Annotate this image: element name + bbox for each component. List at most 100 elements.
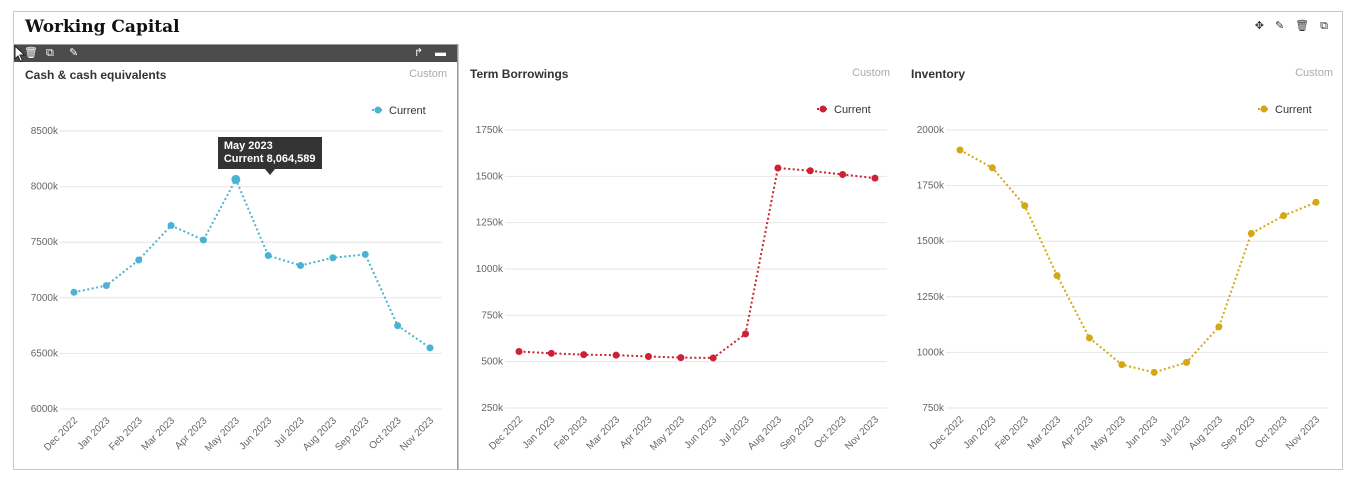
data-point[interactable]: [956, 146, 964, 154]
custom-badge[interactable]: Custom: [852, 67, 890, 79]
copy-icon[interactable]: ⧉: [46, 47, 54, 59]
legend-label: Current: [1275, 104, 1312, 116]
data-point[interactable]: [612, 351, 620, 359]
data-point[interactable]: [167, 222, 175, 230]
y-tick-label: 750k: [481, 310, 504, 321]
x-tick-label: Mar 2023: [1026, 414, 1064, 452]
y-tick-label: 1000k: [917, 347, 945, 358]
edit-icon[interactable]: ✎: [1274, 20, 1285, 32]
panel-toolbar: 🗑 ⧉ ✎ ↱ ▬: [14, 45, 457, 62]
chart-panel-inventory: Inventory Custom 750k 1000k 1250k 1500k 1750…: [900, 44, 1343, 470]
series-line: [518, 166, 876, 359]
data-point[interactable]: [264, 252, 272, 260]
data-point[interactable]: [1085, 334, 1093, 342]
x-tick-label: Feb 2023: [107, 415, 145, 453]
data-point[interactable]: [1021, 202, 1029, 210]
x-tick-label: Nov 2023: [398, 415, 436, 453]
copy-icon[interactable]: ⧉: [1320, 20, 1328, 32]
legend[interactable]: Current: [1258, 104, 1312, 116]
x-tick-label: Mar 2023: [585, 414, 623, 452]
panel-title: Cash & cash equivalents: [25, 68, 167, 82]
x-tick-label: Feb 2023: [552, 414, 590, 452]
y-tick-label: 1000k: [476, 264, 504, 275]
data-point[interactable]: [102, 282, 110, 290]
y-tick-label: 7000k: [31, 293, 59, 304]
y-tick-label: 1250k: [917, 292, 945, 303]
data-point[interactable]: [297, 262, 305, 270]
data-point[interactable]: [709, 354, 717, 362]
data-point[interactable]: [1280, 212, 1288, 220]
move-icon[interactable]: ✥: [1254, 20, 1264, 32]
chart-tooltip: May 2023 Current 8,064,589: [217, 137, 322, 176]
custom-badge[interactable]: Custom: [409, 68, 447, 80]
data-point[interactable]: [199, 236, 207, 244]
x-tick-label: Dec 2022: [42, 415, 80, 453]
data-point[interactable]: [644, 352, 652, 360]
data-point[interactable]: [871, 174, 879, 182]
share-icon[interactable]: ↱: [414, 47, 424, 59]
data-point[interactable]: [515, 347, 523, 355]
data-point[interactable]: [1247, 229, 1255, 237]
custom-badge[interactable]: Custom: [1295, 67, 1333, 79]
x-tick-label: Feb 2023: [993, 414, 1031, 452]
mouse-cursor-icon: [14, 45, 26, 63]
data-point[interactable]: [742, 330, 750, 338]
data-point[interactable]: [839, 170, 847, 178]
data-point[interactable]: [1053, 272, 1061, 280]
x-tick-label: Mar 2023: [140, 415, 178, 453]
legend[interactable]: Current: [372, 105, 426, 117]
data-point[interactable]: [580, 351, 588, 359]
data-point[interactable]: [1312, 198, 1320, 206]
x-tick-label: May 2023: [1089, 414, 1128, 453]
edit-icon[interactable]: ✎: [69, 47, 79, 59]
data-point[interactable]: [806, 167, 814, 175]
y-tick-label: 8000k: [31, 182, 59, 193]
working-capital-dashboard: Working Capital ✥ ✎ 🗑 ⧉ 🗑 ⧉ ✎ ↱ ▬ Cash &…: [13, 11, 1343, 470]
y-tick-label: 1500k: [917, 236, 945, 247]
y-tick-label: 250k: [481, 403, 504, 414]
x-tick-label: Jun 2023: [682, 414, 719, 451]
trash-icon[interactable]: 🗑: [24, 47, 38, 59]
data-point[interactable]: [135, 256, 143, 264]
data-point[interactable]: [70, 288, 78, 296]
x-tick-label: Aug 2023: [301, 415, 339, 453]
legend-marker: [819, 105, 827, 113]
term-borrowings-line-chart: 250k 500k 750k 1000k 1250k 1500k 1750k Dec 2022…: [476, 104, 887, 453]
data-point[interactable]: [1150, 368, 1158, 376]
data-point[interactable]: [394, 322, 402, 330]
minimize-icon[interactable]: ▬: [435, 47, 446, 59]
trash-icon[interactable]: 🗑: [1295, 20, 1310, 32]
data-point[interactable]: [1183, 358, 1191, 366]
data-point[interactable]: [1118, 361, 1126, 369]
data-point[interactable]: [329, 254, 337, 262]
y-tick-label: 1750k: [476, 125, 504, 136]
x-tick-label: Nov 2023: [843, 414, 881, 452]
legend-marker: [374, 106, 382, 114]
data-point[interactable]: [231, 174, 241, 184]
data-point[interactable]: [988, 164, 996, 172]
data-point[interactable]: [774, 164, 782, 172]
chart-panel-cash: 🗑 ⧉ ✎ ↱ ▬ Cash & cash equivalents Custom…: [14, 44, 458, 470]
x-tick-label: Sep 2023: [778, 414, 816, 452]
y-tick-label: 6500k: [31, 348, 59, 359]
tooltip-value: Current 8,064,589: [223, 153, 316, 166]
data-point[interactable]: [1215, 323, 1223, 331]
data-point[interactable]: [547, 349, 555, 357]
x-tick-label: Nov 2023: [1284, 414, 1322, 452]
x-tick-label: Dec 2022: [487, 414, 525, 452]
y-tick-label: 1500k: [476, 171, 504, 182]
x-tick-label: Jun 2023: [1123, 414, 1160, 451]
series-line: [73, 177, 431, 349]
legend[interactable]: Current: [817, 104, 871, 116]
x-tick-label: Aug 2023: [1187, 414, 1225, 452]
data-point[interactable]: [361, 250, 369, 258]
x-tick-label: Sep 2023: [1219, 414, 1257, 452]
data-point[interactable]: [426, 344, 434, 352]
y-tick-label: 1250k: [476, 218, 504, 229]
data-point[interactable]: [677, 354, 685, 362]
panel-title: Term Borrowings: [470, 67, 569, 81]
legend-label: Current: [834, 104, 871, 116]
dashboard-toolbar: ✥ ✎ 🗑 ⧉: [1255, 20, 1328, 32]
